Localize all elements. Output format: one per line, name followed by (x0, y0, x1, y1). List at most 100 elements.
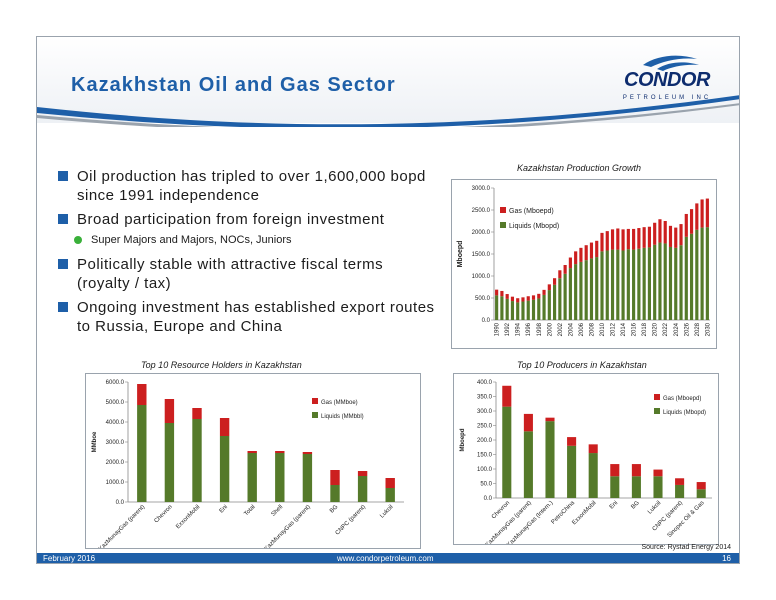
y-tick-label: 6000.0 (106, 380, 125, 386)
bar-gas (653, 469, 663, 477)
bar-gas (558, 270, 562, 279)
x-category-label: KazMunayGas (parent) (264, 504, 312, 548)
chart-svg: 0.0 1000.0 2000.0 3000.0 4000.0 5000.0 6000.0 M… (92, 380, 404, 548)
y-tick-label: 2500.0 (472, 208, 491, 214)
bar-liquids (574, 264, 578, 320)
legend-label: Gas (Mboepd) (663, 396, 701, 402)
bar-gas (605, 231, 609, 251)
bullet-list: Oil production has tripled to over 1,600… (57, 167, 437, 341)
y-tick-label: 150.0 (477, 453, 493, 459)
bar-liquids (526, 300, 530, 320)
bar-gas (563, 265, 567, 274)
bar-gas (679, 224, 683, 246)
bar-liquids (164, 423, 175, 502)
bar-liquids (668, 246, 673, 320)
bar-liquids (684, 236, 688, 320)
bar-gas (510, 296, 515, 302)
x-tick-label: 2008 (589, 322, 595, 336)
x-tick-label: 2018 (642, 322, 648, 336)
bullet-dot-icon (74, 236, 82, 244)
x-tick-label: 2004 (568, 322, 574, 336)
bar-liquids (547, 290, 551, 320)
bar-liquids (605, 250, 609, 320)
bar-gas (521, 297, 525, 302)
legend-swatch (654, 408, 660, 414)
x-tick-label: 1994 (516, 322, 522, 336)
logo-subtitle: PETROLEUM INC (622, 95, 712, 101)
footer-url[interactable]: www.condorpetroleum.com (337, 554, 434, 563)
bar-gas (568, 257, 572, 269)
bar-gas (523, 413, 533, 432)
x-tick-label: 1992 (505, 322, 511, 336)
x-category-label: Chevron (491, 500, 511, 520)
bar-gas (537, 293, 541, 299)
bar-gas (695, 203, 699, 230)
source-note: Source: Rystad Energy 2014 (641, 544, 732, 551)
bar-gas (588, 444, 598, 454)
bar-gas (357, 471, 368, 476)
x-category-label: Total (243, 504, 256, 517)
bar-liquids (137, 405, 147, 502)
x-category-label: Lukoil (379, 504, 394, 519)
bar-gas (495, 289, 499, 296)
bar-gas (192, 408, 202, 419)
y-tick-label: 0.0 (482, 318, 491, 324)
bar-liquids (626, 249, 630, 320)
bar-gas (137, 384, 147, 405)
bar-gas (610, 464, 620, 477)
bar-liquids (588, 453, 598, 498)
bullet-square-icon (58, 214, 68, 224)
bar-liquids (595, 257, 599, 320)
legend-swatch (500, 222, 506, 228)
bar-gas (653, 222, 657, 245)
y-tick-label: 50.0 (480, 482, 492, 488)
bar-liquids (302, 454, 313, 502)
x-tick-label: 2022 (663, 322, 669, 336)
bar-gas (385, 478, 395, 488)
bar-gas (632, 228, 636, 250)
bar-gas (505, 294, 509, 299)
x-tick-label: 2006 (579, 322, 585, 336)
bar-gas (595, 240, 599, 258)
legend-swatch (312, 398, 318, 404)
bullet-item: Oil production has tripled to over 1,600… (57, 167, 437, 205)
y-tick-label: 0.0 (116, 500, 125, 506)
bar-gas (663, 221, 667, 244)
x-category-label: BG (630, 500, 641, 511)
legend-label: Liquids (Mbopd) (663, 410, 706, 416)
bar-liquids (330, 485, 340, 502)
bar-gas (516, 298, 520, 303)
bar-liquids (589, 258, 594, 320)
bar-gas (626, 228, 630, 250)
footer-date: February 2016 (43, 554, 96, 563)
chart-resource-holders: 0.0 1000.0 2000.0 3000.0 4000.0 5000.0 6000.0 M… (85, 373, 421, 549)
legend-label: Gas (MMboe) (321, 400, 358, 406)
x-tick-label: 2002 (558, 322, 564, 336)
bar-gas (247, 451, 257, 453)
x-category-label: Shell (271, 504, 285, 518)
bar-gas (330, 470, 340, 485)
bar-liquids (510, 301, 515, 320)
bar-gas (616, 228, 620, 250)
y-tick-label: 1000.0 (106, 480, 125, 486)
bar-liquids (553, 284, 557, 320)
bar-liquids (500, 296, 504, 320)
bullet-square-icon (58, 259, 68, 269)
x-tick-label: 2000 (547, 322, 553, 336)
bullet-text: Politically stable with attractive fisca… (77, 256, 384, 292)
bar-liquids (675, 484, 685, 498)
page-number: 16 (722, 554, 731, 563)
bullet-item: Ongoing investment has established expor… (57, 298, 437, 336)
bar-liquids (610, 476, 620, 498)
bullet-text: Ongoing investment has established expor… (77, 299, 435, 335)
y-tick-label: 3000.0 (106, 440, 125, 446)
bar-liquids (357, 476, 368, 502)
x-tick-label: 2030 (705, 322, 711, 336)
bar-gas (500, 290, 504, 297)
x-tick-label: 2010 (600, 322, 606, 336)
x-tick-label: 2028 (695, 322, 701, 336)
bar-liquids (531, 299, 536, 320)
bar-liquids (705, 227, 709, 320)
bullet-text: Oil production has tripled to over 1,600… (77, 168, 426, 204)
y-axis-label: Mboepd (457, 241, 464, 268)
